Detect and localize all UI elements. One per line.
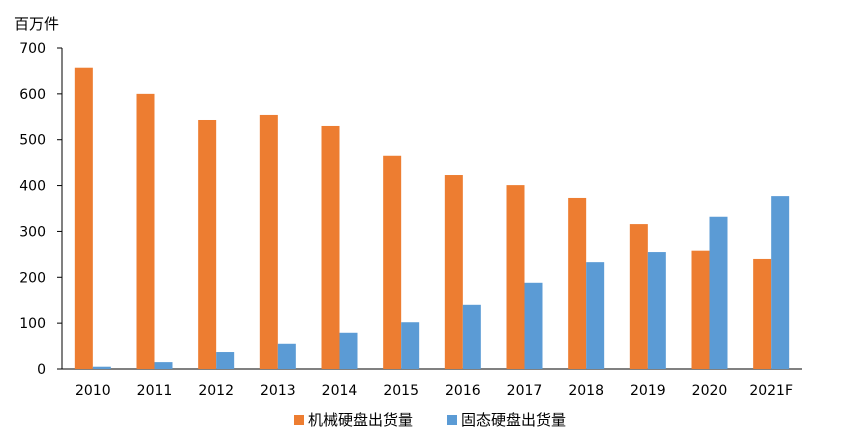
bar-hdd-2018	[568, 197, 587, 369]
x-tick-label: 2019	[630, 383, 666, 399]
y-tick-label: 700	[19, 41, 46, 57]
x-tick-label: 2013	[260, 383, 296, 399]
bar-hdd-2011	[136, 93, 155, 369]
y-tick-label: 100	[19, 316, 46, 332]
bar-ssd-2016	[462, 304, 481, 369]
y-tick-label: 600	[19, 87, 46, 103]
y-tick-label: 300	[19, 224, 46, 240]
bar-hdd-2021F	[753, 258, 772, 369]
bar-hdd-2017	[506, 185, 525, 369]
y-tick-label: 500	[19, 133, 46, 149]
bar-ssd-2010	[92, 366, 111, 369]
bar-ssd-2011	[154, 362, 173, 369]
x-tick-label: 2015	[383, 383, 419, 399]
bar-ssd-2012	[216, 352, 235, 369]
bar-hdd-2015	[383, 155, 402, 369]
bar-hdd-2013	[259, 114, 278, 369]
bar-ssd-2015	[401, 322, 420, 369]
bar-ssd-2021F	[771, 196, 790, 369]
x-tick-label: 2021F	[749, 383, 793, 399]
bar-ssd-2019	[647, 252, 666, 369]
x-tick-label: 2020	[692, 383, 728, 399]
x-tick-label: 2011	[137, 383, 173, 399]
y-tick-label: 400	[19, 179, 46, 195]
bars	[74, 67, 790, 370]
legend-swatch-ssd	[447, 415, 457, 425]
y-axis-unit-label: 百万件	[14, 15, 59, 33]
bar-hdd-2010	[74, 67, 93, 370]
legend-label-ssd: 固态硬盘出货量	[461, 411, 566, 429]
legend-label-hdd: 机械硬盘出货量	[308, 411, 413, 429]
y-axis: 0 100 200 300 400 500 600 700	[19, 41, 63, 378]
bar-hdd-2012	[198, 119, 217, 369]
x-tick-label: 2012	[198, 383, 234, 399]
bar-hdd-2019	[629, 224, 648, 369]
legend: 机械硬盘出货量 固态硬盘出货量	[294, 411, 566, 429]
bar-hdd-2016	[444, 175, 463, 369]
y-tick-label: 200	[19, 270, 46, 286]
x-tick-label: 2016	[445, 383, 481, 399]
bar-ssd-2014	[339, 332, 358, 369]
x-tick-label: 2017	[507, 383, 543, 399]
x-tick-label: 2018	[568, 383, 604, 399]
bar-ssd-2013	[277, 343, 296, 369]
legend-swatch-hdd	[294, 415, 304, 425]
x-axis: 2010 2011 2012 2013 2014 2015 2016 2017 2018 2019…	[62, 368, 802, 399]
bar-ssd-2018	[586, 262, 605, 369]
x-tick-label: 2010	[75, 383, 111, 399]
y-tick-label: 0	[37, 362, 46, 378]
bar-hdd-2020	[691, 250, 710, 369]
bar-ssd-2020	[709, 216, 728, 369]
x-tick-label: 2014	[322, 383, 358, 399]
bar-hdd-2014	[321, 125, 340, 369]
bar-ssd-2017	[524, 282, 543, 369]
